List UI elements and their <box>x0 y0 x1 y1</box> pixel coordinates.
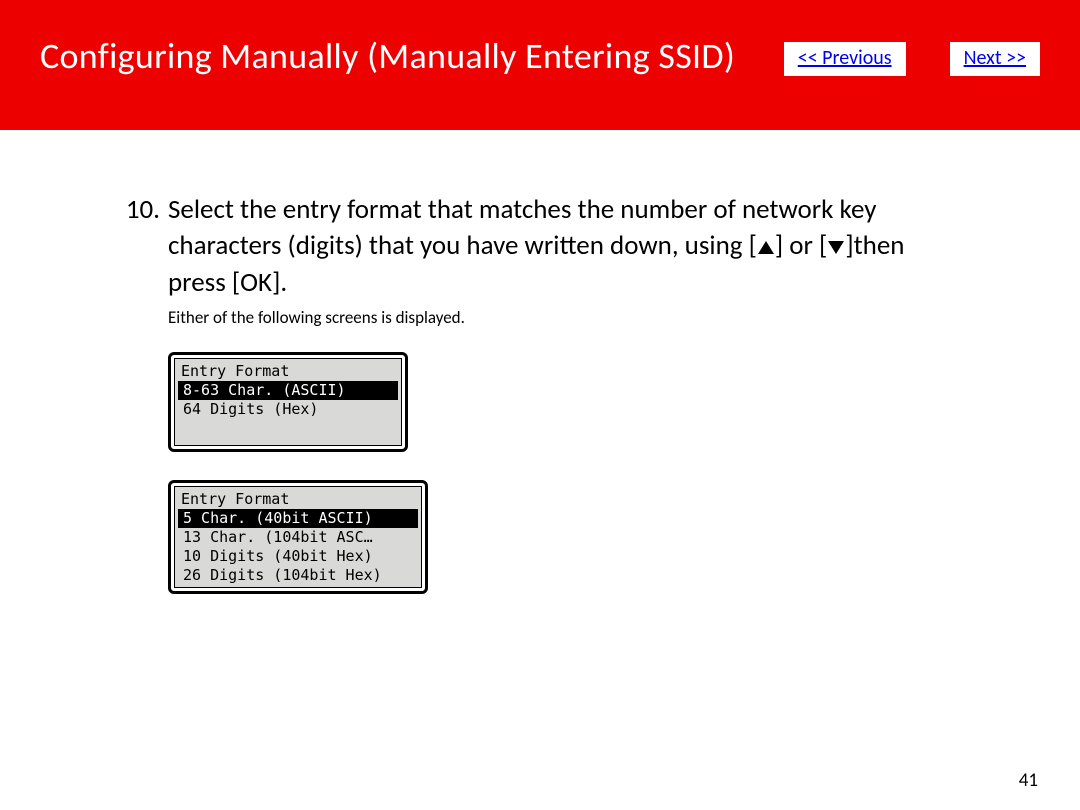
lcd2-items: 5 Char. (40bit ASCII)13 Char. (104bit AS… <box>175 509 421 584</box>
up-arrow-icon <box>758 241 774 254</box>
step-number: 10. <box>120 192 168 301</box>
lcd-item: 10 Digits (40bit Hex) <box>175 547 421 566</box>
content-area: 10. Select the entry format that matches… <box>0 130 1080 594</box>
lcd1-title: Entry Format <box>175 361 401 381</box>
lcd-item: 5 Char. (40bit ASCII) <box>178 509 418 528</box>
lcd-item: 8-63 Char. (ASCII) <box>178 381 398 400</box>
next-button[interactable]: Next >> <box>950 42 1040 76</box>
previous-button[interactable]: << Previous <box>784 42 906 76</box>
step-line: 10. Select the entry format that matches… <box>120 192 960 301</box>
lcd-screens: Entry Format 8-63 Char. (ASCII)64 Digits… <box>168 352 960 594</box>
header-bar: Configuring Manually (Manually Entering … <box>0 0 1080 130</box>
lcd-item: 13 Char. (104bit ASC… <box>175 528 421 547</box>
page-title: Configuring Manually (Manually Entering … <box>40 34 784 78</box>
nav-buttons: << Previous Next >> <box>784 42 1040 76</box>
lcd-screen-1: Entry Format 8-63 Char. (ASCII)64 Digits… <box>168 352 408 452</box>
down-arrow-icon <box>828 241 844 254</box>
step-subtext: Either of the following screens is displ… <box>168 307 960 328</box>
step-instruction: Select the entry format that matches the… <box>168 192 960 301</box>
step-text-2: ] or [ <box>775 229 827 262</box>
lcd-screen-2: Entry Format 5 Char. (40bit ASCII)13 Cha… <box>168 480 428 594</box>
lcd2-inner: Entry Format 5 Char. (40bit ASCII)13 Cha… <box>174 486 422 588</box>
lcd1-items: 8-63 Char. (ASCII)64 Digits (Hex) <box>175 381 401 419</box>
lcd-item: 26 Digits (104bit Hex) <box>175 566 421 585</box>
lcd1-inner: Entry Format 8-63 Char. (ASCII)64 Digits… <box>174 358 402 446</box>
lcd-item: 64 Digits (Hex) <box>175 400 401 419</box>
lcd2-title: Entry Format <box>175 489 421 509</box>
page-number: 41 <box>1019 769 1038 792</box>
